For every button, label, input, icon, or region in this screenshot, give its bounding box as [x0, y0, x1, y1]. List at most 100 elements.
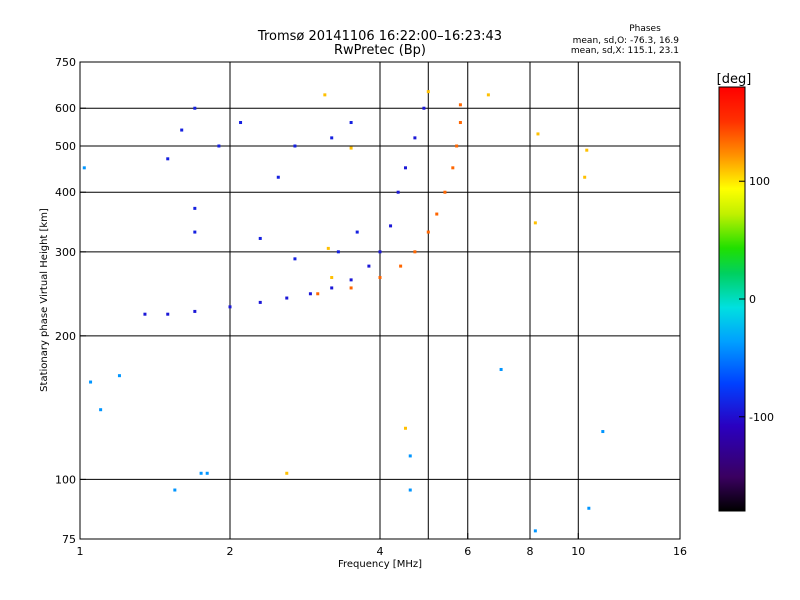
data-point [378, 276, 382, 280]
data-point [403, 166, 407, 170]
colorbar-ticks: 100 0 -100 [739, 175, 774, 424]
data-point [117, 374, 121, 378]
data-point [166, 312, 170, 316]
data-point [316, 292, 320, 296]
data-point [323, 93, 327, 97]
data-point [396, 190, 400, 194]
data-point [173, 488, 177, 492]
stats-x-mode: mean, sd,X: 115.1, 23.1 [571, 46, 679, 56]
x-axis-ticks: 1 2 4 6 8 10 16 [77, 533, 687, 558]
data-point [458, 103, 462, 107]
data-point [330, 276, 334, 280]
data-point [403, 426, 407, 430]
data-point [536, 132, 540, 136]
y-axis-label: Stationary phase Virtual Height [km] [39, 208, 50, 392]
y-tick-label: 100 [55, 473, 76, 486]
data-point [426, 90, 430, 94]
y-tick-label: 300 [55, 246, 76, 259]
data-point [413, 250, 417, 254]
data-point [330, 136, 334, 140]
x-axis-label: Frequency [MHz] [338, 559, 422, 570]
x-tick-label: 10 [571, 545, 585, 558]
chart-title: Tromsø 20141106 16:22:00–16:23:43 [257, 29, 502, 44]
data-point [355, 230, 359, 234]
colorbar-tick-label: 100 [749, 175, 770, 188]
data-point [533, 221, 537, 225]
data-point [349, 121, 353, 125]
y-tick-label: 200 [55, 330, 76, 343]
data-point [217, 144, 221, 148]
data-point [193, 230, 197, 234]
data-point [330, 286, 334, 290]
data-point [458, 121, 462, 125]
data-point [193, 309, 197, 313]
colorbar-label: [deg] [717, 72, 752, 87]
data-point [378, 250, 382, 254]
data-point [408, 454, 412, 458]
y-axis-ticks: 75 100 200 300 400 500 600 750 [55, 56, 86, 546]
x-tick-label: 1 [77, 545, 84, 558]
data-point [443, 190, 447, 194]
data-point [349, 286, 353, 290]
data-point [426, 230, 430, 234]
data-point [276, 175, 280, 179]
data-point [422, 106, 426, 110]
data-point [585, 148, 589, 152]
data-point [180, 128, 184, 132]
data-point [205, 471, 209, 475]
data-point [82, 166, 86, 170]
data-point [413, 136, 417, 140]
data-point [583, 175, 587, 179]
data-point [199, 471, 203, 475]
data-point [326, 246, 330, 250]
chart-subtitle: RwPretec (Bp) [334, 43, 426, 58]
data-point [143, 312, 147, 316]
data-point [587, 506, 591, 510]
data-point [399, 264, 403, 268]
data-point [228, 305, 232, 309]
x-tick-label: 16 [673, 545, 687, 558]
data-point [239, 121, 243, 125]
data-point [285, 471, 289, 475]
data-point [435, 212, 439, 216]
data-point [99, 408, 103, 412]
stats-o-mode: mean, sd,O: -76.3, 16.9 [573, 36, 680, 46]
plot-grid [80, 62, 680, 539]
colorbar-tick-label: 0 [749, 293, 756, 306]
stats-heading: Phases [629, 24, 661, 34]
colorbar-tick-label: -100 [749, 411, 774, 424]
data-point [193, 206, 197, 210]
data-point [486, 93, 490, 97]
data-point [166, 157, 170, 161]
data-point [408, 488, 412, 492]
data-point [293, 144, 297, 148]
x-tick-label: 8 [527, 545, 534, 558]
y-tick-label: 75 [62, 533, 76, 546]
y-tick-label: 400 [55, 186, 76, 199]
data-point [258, 236, 262, 240]
data-point [455, 144, 459, 148]
data-point [258, 300, 262, 304]
data-point [533, 529, 537, 533]
data-point [601, 430, 605, 434]
y-tick-label: 750 [55, 56, 76, 69]
data-points [82, 90, 605, 533]
x-tick-label: 4 [377, 545, 384, 558]
data-point [389, 224, 393, 228]
data-point [367, 264, 371, 268]
x-tick-label: 6 [464, 545, 471, 558]
y-tick-label: 500 [55, 140, 76, 153]
data-point [499, 367, 503, 371]
y-tick-label: 600 [55, 102, 76, 115]
data-point [349, 146, 353, 150]
data-point [308, 292, 312, 296]
data-point [293, 257, 297, 261]
data-point [336, 250, 340, 254]
x-tick-label: 2 [227, 545, 234, 558]
data-point [193, 106, 197, 110]
data-point [349, 278, 353, 282]
data-point [451, 166, 455, 170]
data-point [89, 380, 93, 384]
data-point [285, 296, 289, 300]
